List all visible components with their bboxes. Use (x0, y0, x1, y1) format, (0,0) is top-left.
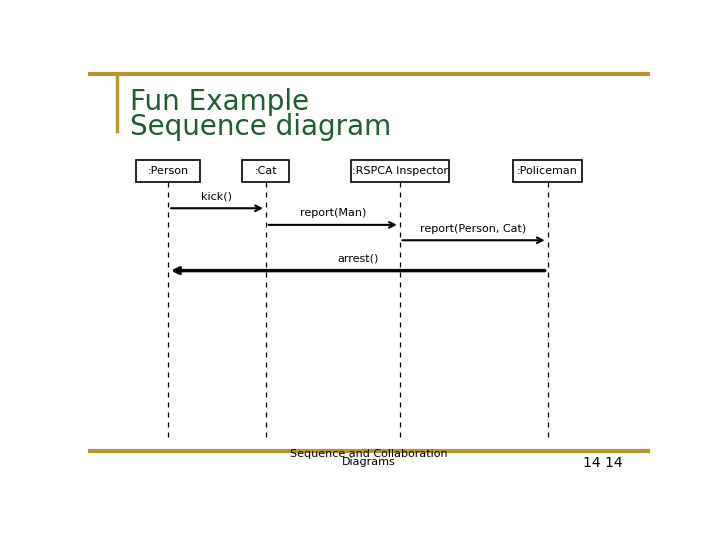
Text: Sequence diagram: Sequence diagram (130, 113, 392, 140)
Bar (242, 160, 289, 181)
Bar (513, 160, 582, 181)
Bar (351, 160, 449, 181)
Text: :Person: :Person (148, 166, 189, 176)
Text: :RSPCA Inspector: :RSPCA Inspector (351, 166, 448, 176)
Text: Diagrams: Diagrams (342, 457, 396, 467)
Text: report(Man): report(Man) (300, 208, 366, 218)
Text: kick(): kick() (202, 192, 233, 201)
Text: Fun Example: Fun Example (130, 87, 310, 116)
Text: report(Person, Cat): report(Person, Cat) (420, 224, 527, 234)
Text: arrest(): arrest() (337, 254, 379, 264)
Text: :Cat: :Cat (254, 166, 277, 176)
Text: :Policeman: :Policeman (517, 166, 578, 176)
Bar (136, 160, 200, 181)
Text: Sequence and Collaboration: Sequence and Collaboration (290, 449, 448, 459)
Text: 14 14: 14 14 (583, 456, 623, 470)
